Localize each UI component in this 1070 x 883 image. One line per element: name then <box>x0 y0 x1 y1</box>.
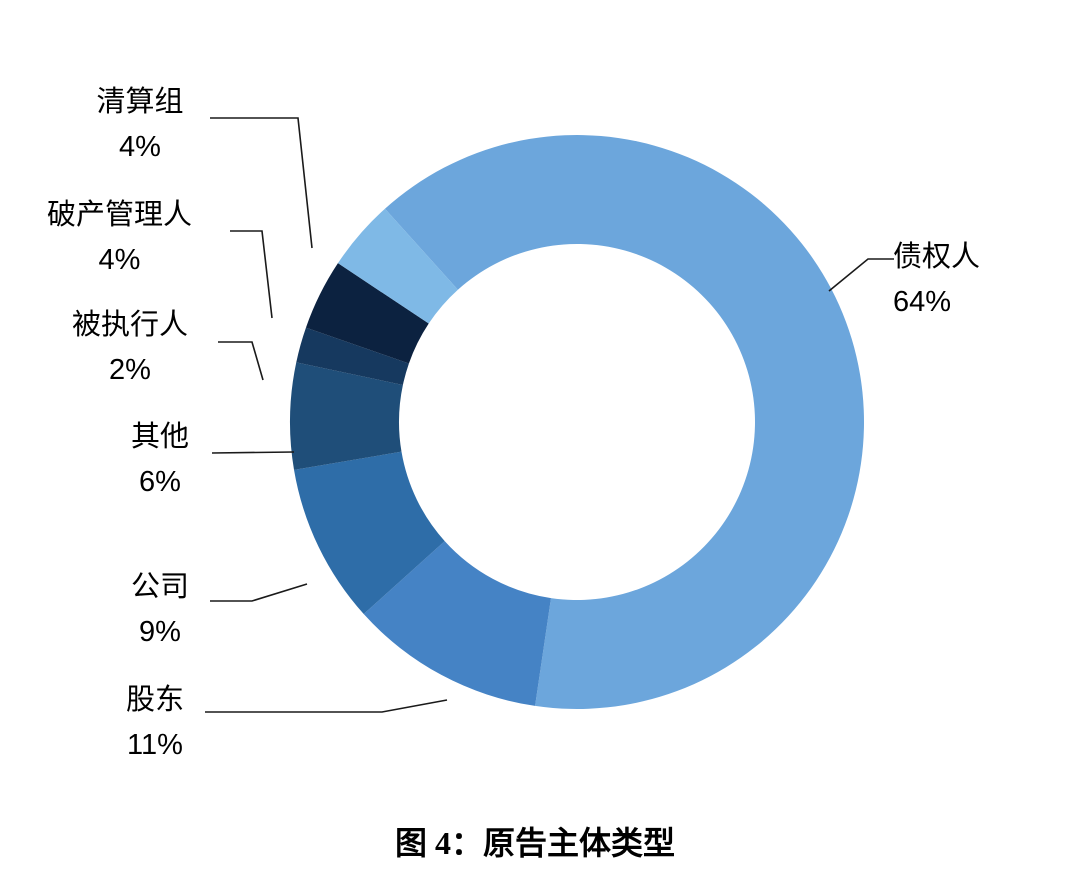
slice-percent-text: 64% <box>893 286 952 318</box>
leader-line-judgment-debtor <box>218 341 264 381</box>
slice-label-text: 破产管理人 <box>46 199 192 231</box>
leader-line-liquidation-group <box>210 117 313 249</box>
pie-slice-creditor <box>384 134 865 710</box>
slice-label-text: 债权人 <box>893 241 981 273</box>
slice-percent-text: 9% <box>139 616 181 648</box>
slice-label-shareholder: 股东 11% <box>80 678 230 768</box>
slice-percent-text: 11% <box>127 729 183 761</box>
chart-title: 图 4：原告主体类型 <box>394 825 675 861</box>
leader-line-creditor <box>828 258 894 292</box>
slice-label-judgment-debtor: 被执行人 2% <box>35 303 225 393</box>
slice-label-text: 公司 <box>130 571 189 603</box>
slice-percent-text: 4% <box>119 131 161 163</box>
pie-slice-liquidation-group <box>337 208 458 324</box>
slice-label-liquidation-group: 清算组 4% <box>55 80 225 170</box>
pie-slice-shareholder <box>363 541 551 706</box>
leader-line-shareholder <box>205 699 448 713</box>
pie-slice-judgment-debtor <box>296 327 409 385</box>
pie-slice-company <box>294 451 445 615</box>
slice-label-other: 其他 6% <box>90 415 230 505</box>
leader-line-company <box>210 583 308 602</box>
slice-percent-text: 2% <box>109 354 151 386</box>
slice-label-text: 其他 <box>130 421 189 453</box>
slice-label-text: 股东 <box>125 684 184 716</box>
slice-label-text: 清算组 <box>96 86 184 118</box>
slice-label-creditor: 债权人 64% <box>893 235 1063 325</box>
slice-percent-text: 4% <box>98 244 141 276</box>
pie-slice-bankruptcy-administrator <box>305 263 429 364</box>
slice-label-bankruptcy-administrator: 破产管理人 4% <box>12 193 227 283</box>
leader-line-bankruptcy-administrator <box>230 230 273 319</box>
slice-label-company: 公司 9% <box>90 565 230 655</box>
slice-percent-text: 6% <box>139 466 181 498</box>
slice-label-text: 被执行人 <box>71 309 188 341</box>
pie-slice-other <box>290 362 403 470</box>
leader-line-other <box>211 451 295 454</box>
